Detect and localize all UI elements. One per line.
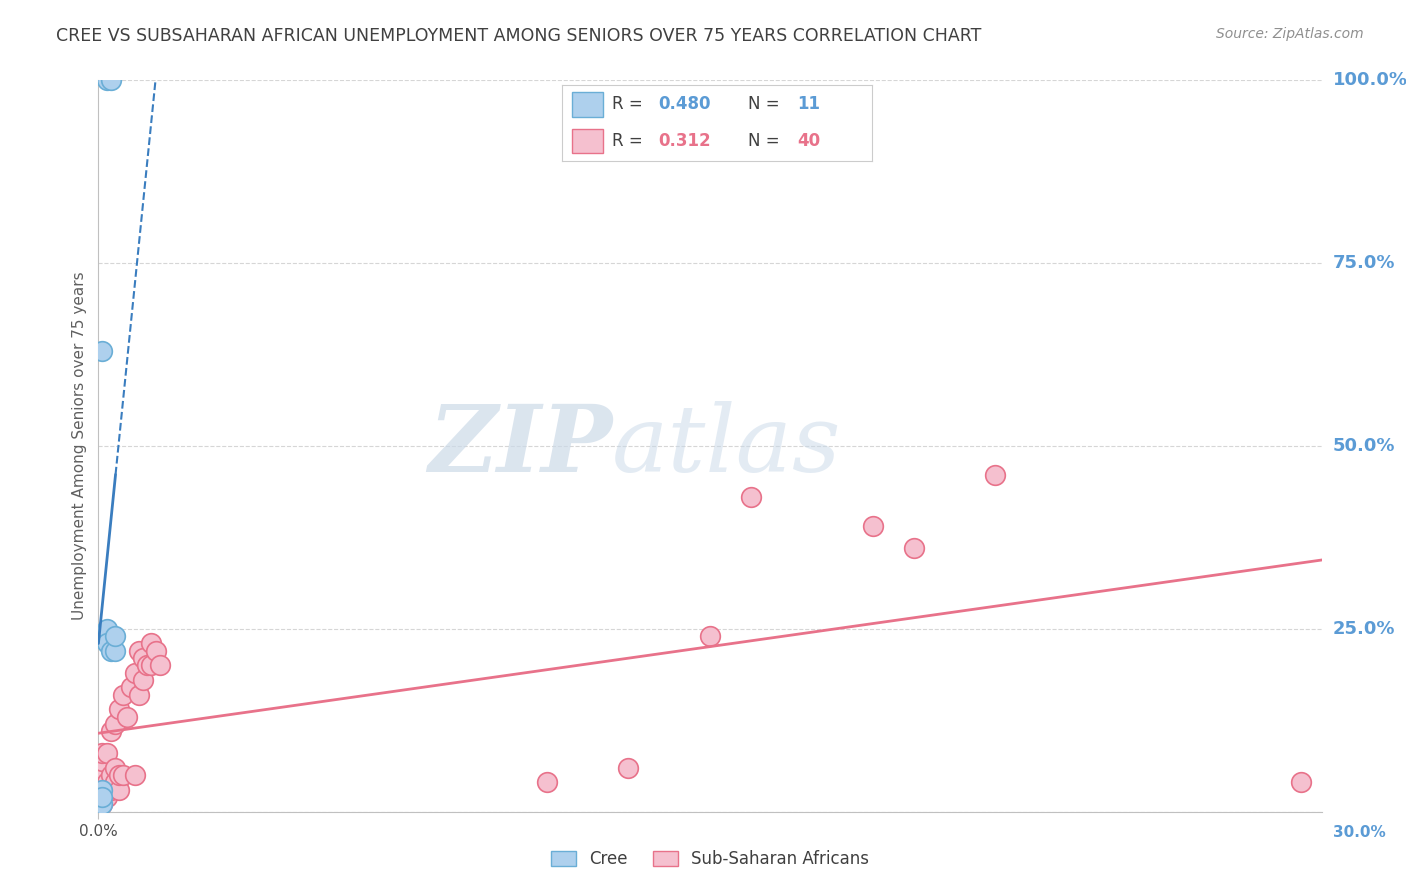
Bar — [572, 128, 603, 153]
Text: 0.312: 0.312 — [658, 132, 711, 150]
Point — [111, 688, 134, 702]
Point — [104, 717, 127, 731]
Point — [100, 724, 122, 739]
Point — [120, 681, 142, 695]
Legend: Cree, Sub-Saharan Africans: Cree, Sub-Saharan Africans — [543, 842, 877, 877]
Point — [108, 702, 131, 716]
Text: 0.480: 0.480 — [658, 95, 711, 113]
Point — [115, 709, 138, 723]
Point — [1291, 775, 1313, 789]
Point — [91, 797, 114, 812]
Point — [96, 636, 118, 650]
Point — [536, 775, 558, 789]
Text: N =: N = — [748, 132, 779, 150]
Point — [903, 541, 925, 556]
Point — [104, 644, 127, 658]
Point — [104, 629, 127, 643]
Text: 100.0%: 100.0% — [1333, 71, 1406, 89]
Point — [100, 73, 122, 87]
Point — [96, 790, 118, 805]
Point — [132, 673, 155, 687]
Point — [100, 768, 122, 782]
Point — [145, 644, 167, 658]
Text: ZIP: ZIP — [427, 401, 612, 491]
Point — [91, 782, 114, 797]
Point — [141, 658, 163, 673]
Point — [149, 658, 172, 673]
Point — [91, 754, 114, 768]
Point — [104, 761, 127, 775]
Text: 50.0%: 50.0% — [1333, 437, 1395, 455]
Text: Source: ZipAtlas.com: Source: ZipAtlas.com — [1216, 27, 1364, 41]
Point — [128, 688, 150, 702]
Point — [862, 519, 884, 533]
Point — [984, 468, 1007, 483]
Point — [91, 790, 114, 805]
Text: atlas: atlas — [612, 401, 842, 491]
Text: 30.0%: 30.0% — [1333, 825, 1385, 839]
Point — [100, 782, 122, 797]
Text: 25.0%: 25.0% — [1333, 620, 1395, 638]
Point — [96, 73, 118, 87]
Text: R =: R = — [612, 132, 643, 150]
Bar — [572, 93, 603, 117]
Point — [100, 644, 122, 658]
Point — [91, 782, 114, 797]
Text: 40: 40 — [797, 132, 821, 150]
Point — [699, 629, 721, 643]
Point — [111, 768, 134, 782]
Point — [91, 768, 114, 782]
Point — [124, 665, 146, 680]
Point — [91, 343, 114, 358]
Point — [91, 797, 114, 812]
Point — [617, 761, 640, 775]
Y-axis label: Unemployment Among Seniors over 75 years: Unemployment Among Seniors over 75 years — [72, 272, 87, 620]
Point — [96, 775, 118, 789]
Point — [104, 775, 127, 789]
Point — [96, 622, 118, 636]
Text: N =: N = — [748, 95, 779, 113]
Point — [141, 636, 163, 650]
Point — [124, 768, 146, 782]
Point — [132, 651, 155, 665]
Text: R =: R = — [612, 95, 643, 113]
Point — [96, 746, 118, 760]
Point — [136, 658, 159, 673]
Point — [108, 768, 131, 782]
Point — [91, 746, 114, 760]
Point — [740, 490, 762, 504]
Text: CREE VS SUBSAHARAN AFRICAN UNEMPLOYMENT AMONG SENIORS OVER 75 YEARS CORRELATION : CREE VS SUBSAHARAN AFRICAN UNEMPLOYMENT … — [56, 27, 981, 45]
Point — [108, 782, 131, 797]
Point — [128, 644, 150, 658]
Text: 11: 11 — [797, 95, 821, 113]
Text: 75.0%: 75.0% — [1333, 254, 1395, 272]
